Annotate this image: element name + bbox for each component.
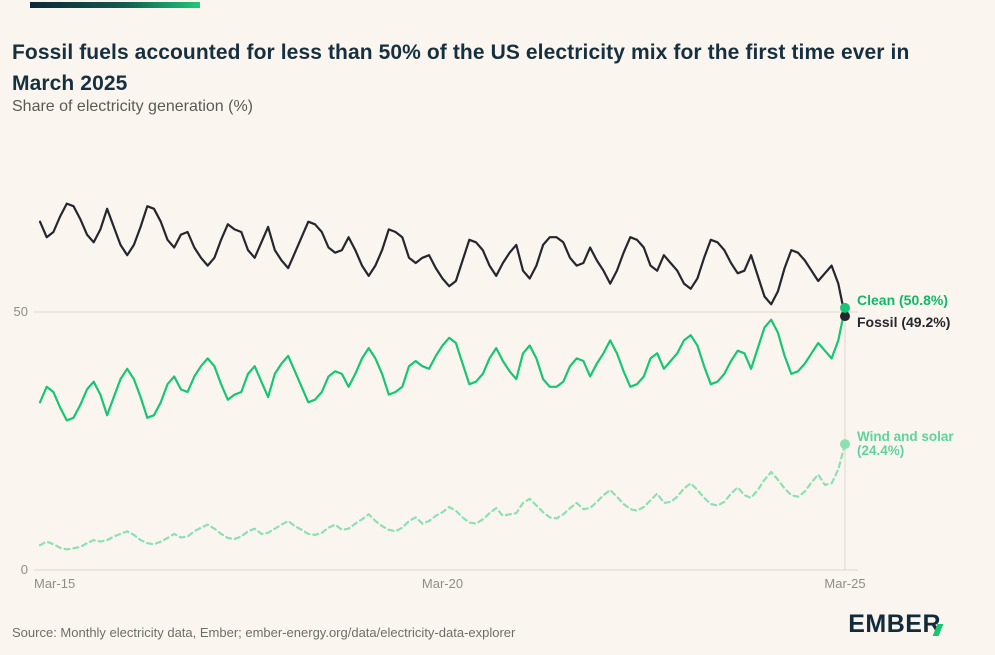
ember-logo-r: R — [922, 610, 941, 638]
line-chart: 0 50 Mar-15 Mar-20 Mar-25 — [14, 202, 866, 591]
end-dot-wind-and-solar — [840, 439, 850, 450]
wind-solar-series-label-line1: Wind and solar — [857, 429, 954, 444]
line-fossil — [38, 202, 847, 318]
x-tick-label: Mar-15 — [34, 576, 75, 591]
ember-logo: EMBER — [848, 610, 941, 639]
x-tick-label: Mar-20 — [422, 576, 463, 591]
chart-title: Fossil fuels accounted for less than 50%… — [12, 41, 910, 95]
brand-accent-bar — [30, 2, 200, 8]
wind-solar-series-label: Wind and solar (24.4%) — [857, 430, 954, 458]
line-wind-and-solar — [38, 443, 847, 551]
end-dot-fossil — [840, 311, 850, 322]
line-clean — [38, 306, 847, 422]
y-tick-label: 0 — [21, 562, 28, 577]
clean-series-label: Clean (50.8%) — [857, 292, 949, 308]
y-tick-label: 50 — [14, 304, 28, 319]
chart-subtitle: Share of electricity generation (%) — [12, 98, 253, 115]
fossil-series-label: Fossil (49.2%) — [857, 314, 951, 330]
end-dot-clean — [840, 302, 850, 313]
ember-logo-prefix: EMBE — [848, 610, 923, 638]
x-tick-label: Mar-25 — [824, 576, 865, 591]
source-note: Source: Monthly electricity data, Ember;… — [12, 625, 516, 640]
wind-solar-series-label-line2: (24.4%) — [857, 443, 905, 458]
